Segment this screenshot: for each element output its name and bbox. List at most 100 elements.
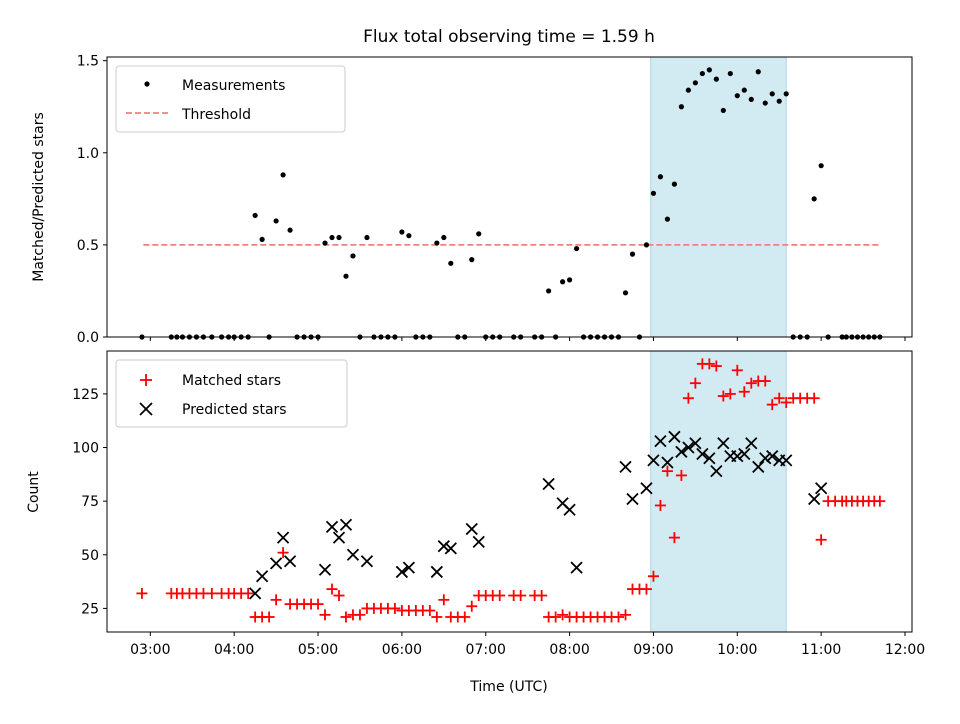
measurement-point bbox=[755, 69, 761, 75]
top-panel: 0.0 0.5 1.0 1.5 Matched/Predicted stars Mea… bbox=[31, 54, 913, 346]
measurement-point bbox=[273, 218, 279, 224]
measurement-point bbox=[699, 70, 705, 77]
measurement-point bbox=[818, 163, 824, 169]
predicted-star-point bbox=[472, 535, 485, 549]
bottom-y-axis-label: Count bbox=[26, 471, 42, 513]
measurements-legend-label: Measurements bbox=[182, 78, 285, 94]
measurement-point bbox=[280, 172, 286, 178]
x-tick-label: 12:00 bbox=[885, 642, 925, 658]
matched-star-point bbox=[515, 590, 527, 602]
predicted-stars-points bbox=[249, 430, 828, 600]
matched-star-point bbox=[466, 600, 478, 612]
matched-star-point bbox=[431, 611, 443, 623]
matched-star-point bbox=[689, 377, 701, 389]
predicted-star-point bbox=[249, 587, 262, 600]
top-legend: Measurements Threshold bbox=[115, 65, 346, 133]
matched-star-point bbox=[613, 611, 625, 623]
matched-star-point bbox=[724, 388, 736, 400]
measurement-point bbox=[741, 87, 747, 93]
matched-star-point bbox=[312, 598, 324, 610]
predicted-star-point bbox=[437, 540, 450, 553]
x-tick-label: 09:00 bbox=[633, 642, 673, 658]
matched-star-point bbox=[745, 377, 757, 389]
bottom-shaded-region bbox=[650, 350, 787, 633]
predicted-star-point bbox=[346, 548, 360, 561]
matched-star-point bbox=[654, 499, 666, 511]
matched-star-point bbox=[438, 594, 450, 606]
predicted-star-point bbox=[752, 460, 765, 473]
y-tick-label: 0.0 bbox=[77, 330, 99, 346]
matched-star-point bbox=[773, 392, 785, 404]
x-tick-label: 05:00 bbox=[298, 642, 338, 658]
matched-star-point bbox=[808, 392, 820, 404]
measurement-point bbox=[783, 91, 789, 97]
x-tick-label: 07:00 bbox=[466, 642, 506, 658]
matched-star-point bbox=[242, 587, 254, 599]
matched-star-point bbox=[557, 609, 569, 621]
predicted-star-point bbox=[395, 565, 409, 579]
measurement-point bbox=[252, 212, 258, 219]
measurement-point bbox=[685, 87, 691, 93]
predicted-star-point bbox=[710, 464, 723, 478]
matched-star-point bbox=[668, 532, 680, 544]
y-tick-label: 25 bbox=[81, 601, 99, 617]
measurement-point bbox=[657, 174, 664, 180]
matched-star-point bbox=[710, 360, 722, 372]
measurement-point bbox=[406, 233, 412, 239]
matched-star-point bbox=[815, 534, 827, 546]
matched-star-point bbox=[703, 358, 715, 370]
x-tick-label: 10:00 bbox=[717, 642, 757, 658]
measurement-point bbox=[560, 279, 566, 285]
matched-star-point bbox=[874, 495, 886, 507]
predicted-star-point bbox=[717, 437, 730, 450]
highlight-band bbox=[650, 350, 787, 633]
predicted-star-point bbox=[780, 454, 793, 467]
predicted-star-point bbox=[668, 430, 681, 443]
measurements-legend-marker bbox=[144, 81, 150, 87]
measurement-point bbox=[399, 229, 405, 235]
measurement-point bbox=[336, 234, 342, 241]
measurement-point bbox=[811, 196, 817, 202]
predicted-star-point bbox=[430, 565, 443, 579]
matched-star-point bbox=[550, 611, 562, 623]
y-tick-label: 50 bbox=[81, 548, 99, 564]
predicted-star-point bbox=[570, 561, 583, 574]
y-tick-label: 1.0 bbox=[77, 146, 99, 162]
bottom-legend-box bbox=[115, 359, 348, 428]
top-shaded-region bbox=[650, 56, 787, 338]
bottom-x-ticks: 03:00 04:00 05:00 06:00 07:00 08:00 09:00 10:00… bbox=[130, 632, 925, 658]
matched-star-point bbox=[738, 386, 750, 398]
matched-star-point bbox=[731, 364, 743, 376]
measurement-point bbox=[350, 253, 356, 259]
predicted-star-point bbox=[360, 555, 374, 568]
measurement-point bbox=[287, 227, 293, 233]
threshold-legend-label: Threshold bbox=[181, 107, 251, 123]
matched-star-point bbox=[640, 583, 652, 595]
predicted-star-point bbox=[283, 555, 297, 568]
matched-stars-legend-label: Matched stars bbox=[182, 373, 281, 389]
measurement-point bbox=[713, 76, 719, 82]
matched-stars-points bbox=[136, 358, 886, 623]
top-axes-frame bbox=[106, 56, 913, 338]
measurement-point bbox=[643, 242, 650, 248]
measurement-point bbox=[629, 251, 636, 257]
y-tick-label: 0.5 bbox=[77, 238, 99, 254]
predicted-star-point bbox=[675, 445, 688, 458]
predicted-star-point bbox=[731, 449, 744, 463]
top-legend-box bbox=[115, 65, 346, 133]
matched-star-point bbox=[340, 611, 352, 623]
predicted-star-point bbox=[745, 437, 758, 450]
matched-star-point bbox=[682, 392, 694, 404]
bottom-y-ticks: 25 50 75 100 125 bbox=[72, 387, 107, 617]
highlight-band bbox=[650, 56, 787, 338]
predicted-stars-legend-label: Predicted stars bbox=[182, 402, 287, 418]
measurement-point bbox=[748, 96, 754, 102]
y-tick-label: 125 bbox=[72, 387, 99, 403]
measurement-point bbox=[692, 80, 698, 86]
measurement-point bbox=[664, 216, 671, 222]
measurement-point bbox=[671, 181, 678, 187]
measurement-point bbox=[727, 70, 733, 77]
x-tick-label: 03:00 bbox=[130, 642, 170, 658]
predicted-star-point bbox=[689, 437, 702, 450]
